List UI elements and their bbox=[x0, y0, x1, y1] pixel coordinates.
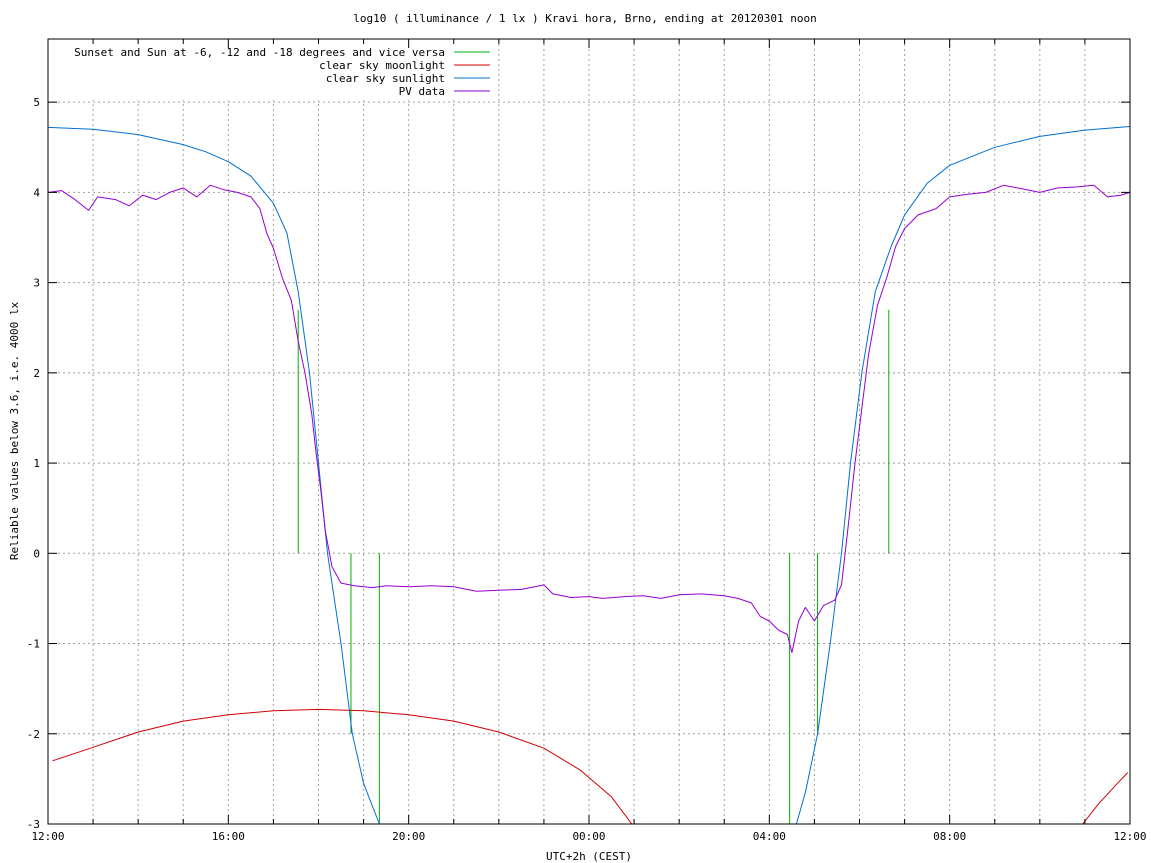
legend: Sunset and Sun at -6, -12 and -18 degree… bbox=[74, 46, 490, 98]
x-axis-label: UTC+2h (CEST) bbox=[546, 850, 632, 863]
legend-label: clear sky sunlight bbox=[326, 72, 445, 85]
plot-frame bbox=[47, 38, 1131, 825]
y-tick-label: 4 bbox=[33, 186, 40, 199]
axes: 12:00 16:00 20:00 00:00 04:00 08:00 12:00-3-2-… bbox=[27, 39, 1147, 843]
legend-label: Sunset and Sun at -6, -12 and -18 degree… bbox=[74, 46, 445, 59]
y-axis-label: Reliable values below 3.6, i.e. 4000 lx bbox=[8, 301, 21, 560]
y-tick-label: 0 bbox=[33, 547, 40, 560]
y-tick-label: -1 bbox=[27, 638, 40, 651]
y-tick-label: 5 bbox=[33, 96, 40, 109]
x-tick-label: 20:00 bbox=[392, 830, 425, 843]
plot-legend-box bbox=[49, 40, 496, 100]
series-line-1 bbox=[52, 708, 1129, 825]
x-tick-label: 04:00 bbox=[753, 830, 786, 843]
y-tick-label: 1 bbox=[33, 457, 40, 470]
chart-title: log10 ( illuminance / 1 lx ) Kravi hora,… bbox=[353, 12, 817, 25]
x-tick-label: 12:00 bbox=[1113, 830, 1146, 843]
x-tick-label: 08:00 bbox=[933, 830, 966, 843]
x-tick-label: 12:00 bbox=[31, 830, 64, 843]
y-tick-label: -2 bbox=[27, 728, 40, 741]
y-tick-label: 2 bbox=[33, 367, 40, 380]
x-tick-label: 00:00 bbox=[572, 830, 605, 843]
grid bbox=[48, 39, 1130, 824]
legend-label: PV data bbox=[399, 85, 445, 98]
series-line-3 bbox=[47, 184, 1131, 654]
y-tick-label: 3 bbox=[33, 277, 40, 290]
x-tick-label: 16:00 bbox=[212, 830, 245, 843]
y-tick-label: -3 bbox=[27, 818, 40, 831]
legend-label: clear sky moonlight bbox=[319, 59, 445, 72]
